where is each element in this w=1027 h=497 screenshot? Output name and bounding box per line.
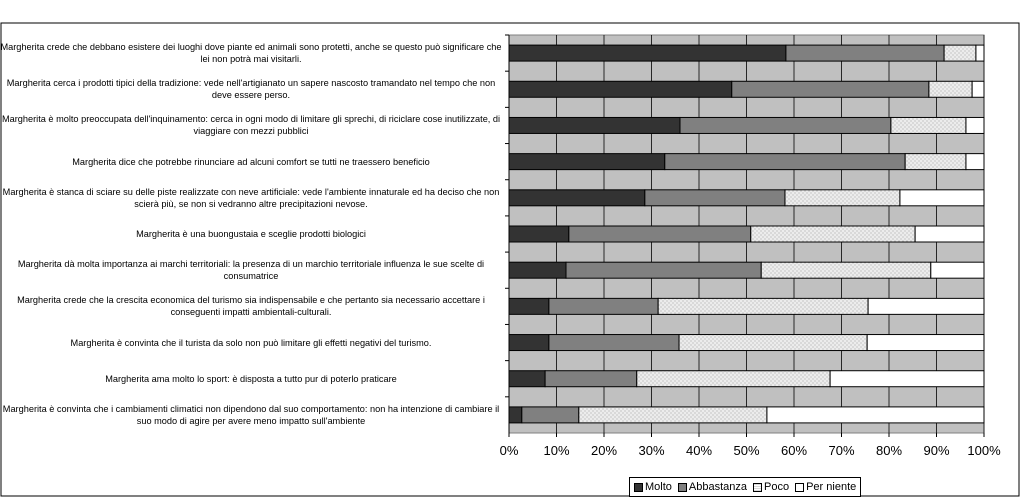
bar-segment — [866, 334, 985, 352]
category-label: Margherita dà molta importanza ai marchi… — [17, 259, 485, 282]
bar-segment — [678, 334, 868, 352]
bar-segment — [750, 225, 916, 243]
bar-segment — [965, 116, 985, 134]
category-label: Margherita cerca i prodotti tipici della… — [6, 78, 496, 101]
legend: Molto Abbastanza Poco Per niente — [629, 477, 862, 497]
bar-segment — [508, 225, 570, 243]
bar-segment — [548, 334, 680, 352]
legend-label: Abbastanza — [688, 481, 748, 493]
x-tick-label: 60% — [781, 443, 807, 458]
bar-segment — [928, 80, 973, 98]
bar-segment — [657, 297, 869, 315]
bar-segment — [644, 189, 786, 207]
bar-segment — [904, 153, 967, 171]
bar-segment — [965, 153, 985, 171]
bar-segment — [943, 44, 977, 62]
bar-segment — [829, 370, 985, 388]
bar-segment — [548, 297, 659, 315]
bar-segment — [578, 406, 768, 424]
x-tick-label: 30% — [638, 443, 664, 458]
bar-segment — [508, 116, 681, 134]
bar-segment — [508, 297, 550, 315]
x-tick-label: 10% — [543, 443, 569, 458]
category-label: Margherita dice che potrebbe rinunciare … — [72, 156, 430, 167]
x-tick-label: 70% — [828, 443, 854, 458]
x-tick-label: 90% — [923, 443, 949, 458]
bar-segment — [914, 225, 985, 243]
bar-segment — [508, 334, 550, 352]
chart-frame — [0, 22, 1020, 497]
x-tick-label: 40% — [686, 443, 712, 458]
category-label: Margherita è stanca di sciare su delle p… — [2, 186, 500, 209]
bar-segment — [975, 44, 985, 62]
bar-segment — [766, 406, 985, 424]
bar-segment — [784, 189, 901, 207]
bar-segment — [636, 370, 831, 388]
bar-segment — [508, 153, 666, 171]
legend-label: Per niente — [806, 481, 857, 493]
category-label: Margherita ama molto lo sport: è dispost… — [105, 373, 397, 384]
bar-segment — [508, 189, 646, 207]
bar-segment — [760, 261, 932, 279]
x-tick-label: 20% — [591, 443, 617, 458]
category-label: Margherita crede che debbano esistere de… — [0, 42, 502, 65]
bar-segment — [930, 261, 985, 279]
x-tick-label: 0% — [500, 443, 519, 458]
bar-segment — [568, 225, 752, 243]
legend-label: Poco — [764, 481, 790, 493]
bar-segment — [731, 80, 930, 98]
bar-segment — [679, 116, 892, 134]
bar-segment — [664, 153, 906, 171]
category-label: Margherita è convinta che i cambiamenti … — [2, 403, 500, 426]
bar-segment — [508, 406, 523, 424]
category-label: Margherita è una buongustaia e sceglie p… — [136, 229, 366, 239]
category-label: Margherita è molto preoccupata dell'inqu… — [1, 114, 501, 137]
bar-segment — [544, 370, 638, 388]
legend-item: Abbastanza — [677, 481, 748, 493]
category-label: Margherita è convinta che il turista da … — [70, 337, 432, 348]
bar-segment — [508, 44, 787, 62]
bar-segment — [971, 80, 985, 98]
x-tick-label: 50% — [733, 443, 759, 458]
legend-item: Molto — [634, 481, 672, 493]
bar-segment — [521, 406, 580, 424]
legend-item: Per niente — [795, 481, 856, 493]
bar-segment — [899, 189, 985, 207]
bar-segment — [890, 116, 967, 134]
legend-swatch — [795, 482, 805, 492]
bar-segment — [565, 261, 762, 279]
bar-segment — [508, 80, 733, 98]
bar-segment — [867, 297, 985, 315]
bar-segment — [508, 370, 546, 388]
legend-swatch — [677, 482, 687, 492]
bar-segment — [785, 44, 945, 62]
legend-item: Poco — [753, 481, 789, 493]
bar-segment — [508, 261, 567, 279]
x-tick-label: 100% — [967, 443, 1001, 458]
category-label: Margherita crede che la crescita economi… — [17, 295, 485, 318]
legend-label: Molto — [645, 481, 672, 493]
legend-swatch — [634, 482, 643, 492]
legend-swatch — [753, 482, 763, 492]
x-tick-label: 80% — [876, 443, 902, 458]
